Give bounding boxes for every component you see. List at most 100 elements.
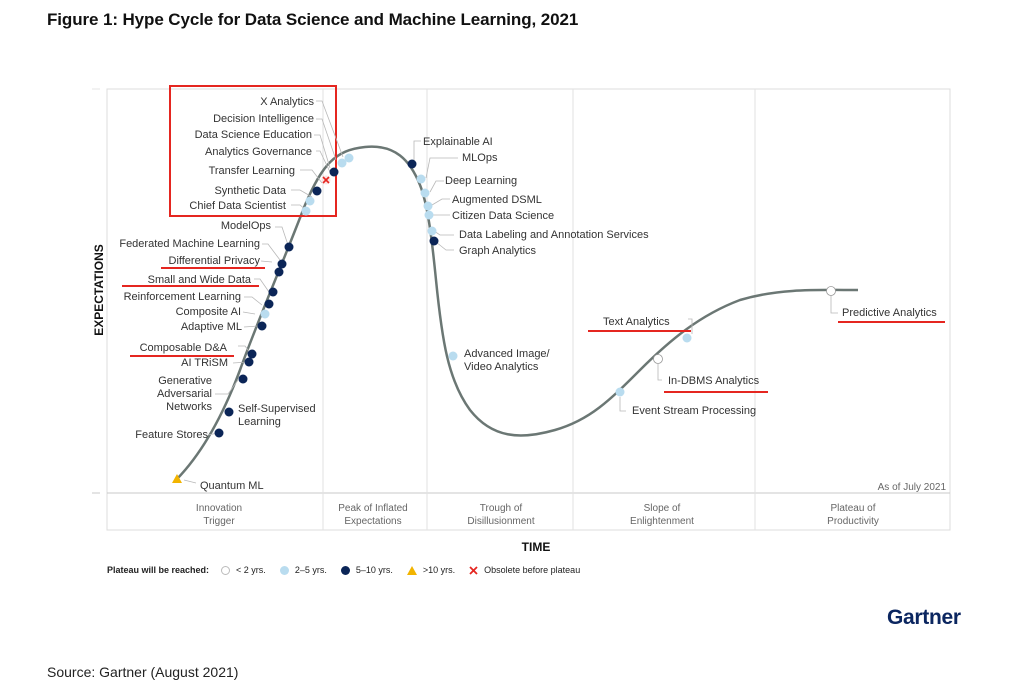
marker-modelops [284, 242, 294, 252]
figure-title: Figure 1: Hype Cycle for Data Science an… [47, 10, 579, 29]
legend-label: >10 yrs. [422, 565, 456, 575]
marker-text-analytics [682, 333, 692, 343]
legend: Plateau will be reached: < 2 yrs. 2–5 yr… [107, 565, 594, 575]
marker-advanced-image-video [448, 351, 458, 361]
label-event-stream-processing: Event Stream Processing [632, 405, 756, 417]
label-graph-analytics: Graph Analytics [459, 245, 537, 257]
label-federated-ml: Federated Machine Learning [119, 238, 260, 250]
label-predictive-analytics: Predictive Analytics [842, 307, 937, 319]
phase-plateau-line2: Productivity [827, 516, 879, 527]
label-analytics-governance: Analytics Governance [205, 146, 312, 158]
marker-mlops [416, 174, 426, 184]
red-underlines [122, 267, 945, 393]
legend-label: < 2 yrs. [236, 565, 266, 575]
phase-peak-line2: Expectations [344, 516, 401, 527]
label-x-analytics: X Analytics [260, 96, 314, 108]
label-deep-learning: Deep Learning [445, 175, 517, 187]
marker-reinforcement-learning [264, 299, 274, 309]
yellow-triangle-icon [406, 565, 417, 575]
marker-deep-learning [420, 188, 430, 198]
label-decision-intelligence: Decision Intelligence [213, 113, 314, 125]
chart-frame [92, 88, 951, 531]
marker-event-stream-processing [615, 387, 625, 397]
marker-self-supervised-learning [224, 407, 234, 417]
hype-cycle-chart: X Analytics Decision Intelligence Data S… [92, 85, 951, 554]
label-composable-da: Composable D&A [140, 342, 228, 354]
marker-graph-analytics [429, 236, 439, 246]
label-gan-line1: Generative [158, 375, 212, 387]
marker-analytics-governance [329, 167, 339, 177]
marker-in-dbms-analytics [653, 354, 663, 364]
label-explainable-ai: Explainable AI [423, 136, 493, 148]
phase-innovation-line2: Trigger [203, 516, 235, 527]
as-of-date: As of July 2021 [878, 482, 947, 493]
label-adaptive-ml: Adaptive ML [181, 321, 242, 333]
marker-quantum-ml [172, 474, 182, 483]
navy-circle-icon [340, 565, 350, 575]
phase-innovation-line1: Innovation [196, 503, 242, 514]
marker-composable-da [247, 349, 257, 359]
label-small-wide-data: Small and Wide Data [148, 274, 252, 286]
light-blue-circle-icon [279, 565, 289, 575]
marker-composite-ai [260, 309, 270, 319]
phase-slope-line1: Slope of [644, 503, 681, 514]
label-data-science-education: Data Science Education [195, 129, 312, 141]
legend-item-under-2: < 2 yrs. [221, 565, 266, 575]
legend-item-over-10: >10 yrs. [406, 565, 456, 575]
legend-item-5-10: 5–10 yrs. [340, 565, 393, 575]
legend-label: 5–10 yrs. [355, 565, 393, 575]
label-adv-image-line2: Video Analytics [464, 361, 539, 373]
label-quantum-ml: Quantum ML [200, 480, 264, 492]
label-feature-stores: Feature Stores [135, 429, 208, 441]
phase-plateau-line1: Plateau of [830, 503, 875, 514]
marker-data-labeling [427, 226, 437, 236]
legend-item-obsolete: Obsolete before plateau [469, 565, 580, 575]
legend-heading: Plateau will be reached: [107, 565, 210, 575]
legend-item-2-5: 2–5 yrs. [279, 565, 327, 575]
label-citizen-data-science: Citizen Data Science [452, 210, 554, 222]
label-gan-line3: Networks [166, 401, 212, 413]
x-axis-label: TIME [522, 540, 551, 554]
phase-slope-line2: Enlightenment [630, 516, 694, 527]
marker-x-analytics [344, 153, 354, 163]
leader-lines [183, 100, 838, 484]
label-mlops: MLOps [462, 152, 498, 164]
marker-predictive-analytics [826, 286, 836, 296]
source-caption: Source: Gartner (August 2021) [47, 664, 239, 680]
label-chief-data-scientist: Chief Data Scientist [189, 200, 286, 212]
label-gan-line2: Adversarial [157, 388, 212, 400]
marker-explainable-ai [407, 159, 417, 169]
marker-augmented-dsml [423, 201, 433, 211]
red-x-icon [469, 565, 478, 575]
y-axis-label: EXPECTATIONS [92, 244, 106, 336]
label-synthetic-data: Synthetic Data [214, 185, 286, 197]
label-modelops: ModelOps [221, 220, 272, 232]
legend-label: 2–5 yrs. [294, 565, 327, 575]
highlight-box [169, 85, 337, 217]
label-adv-image-line1: Advanced Image/ [464, 348, 551, 360]
label-differential-privacy: Differential Privacy [169, 255, 261, 267]
label-ai-trism: AI TRiSM [181, 357, 228, 369]
marker-citizen-data-science [424, 210, 434, 220]
label-augmented-dsml: Augmented DSML [452, 194, 542, 206]
markers [172, 153, 836, 483]
marker-data-science-education [337, 158, 347, 168]
marker-small-wide-data [268, 287, 278, 297]
label-reinforcement-learning: Reinforcement Learning [124, 291, 241, 303]
label-ssl-line2: Learning [238, 416, 281, 428]
marker-federated-ml [277, 259, 287, 269]
marker-gan [238, 374, 248, 384]
marker-transfer-learning-obsolete [321, 175, 331, 185]
phase-trough-line2: Disillusionment [467, 516, 534, 527]
marker-synthetic-data [305, 196, 315, 206]
marker-ai-trism [244, 357, 254, 367]
label-composite-ai: Composite AI [176, 306, 241, 318]
label-text-analytics: Text Analytics [603, 316, 670, 328]
phase-peak-line1: Peak of Inflated [338, 503, 408, 514]
label-transfer-learning: Transfer Learning [209, 165, 295, 177]
label-data-labeling: Data Labeling and Annotation Services [459, 229, 649, 241]
marker-chief-data-scientist [301, 206, 311, 216]
marker-differential-privacy [274, 267, 284, 277]
label-ssl-line1: Self-Supervised [238, 403, 316, 415]
marker-adaptive-ml [257, 321, 267, 331]
